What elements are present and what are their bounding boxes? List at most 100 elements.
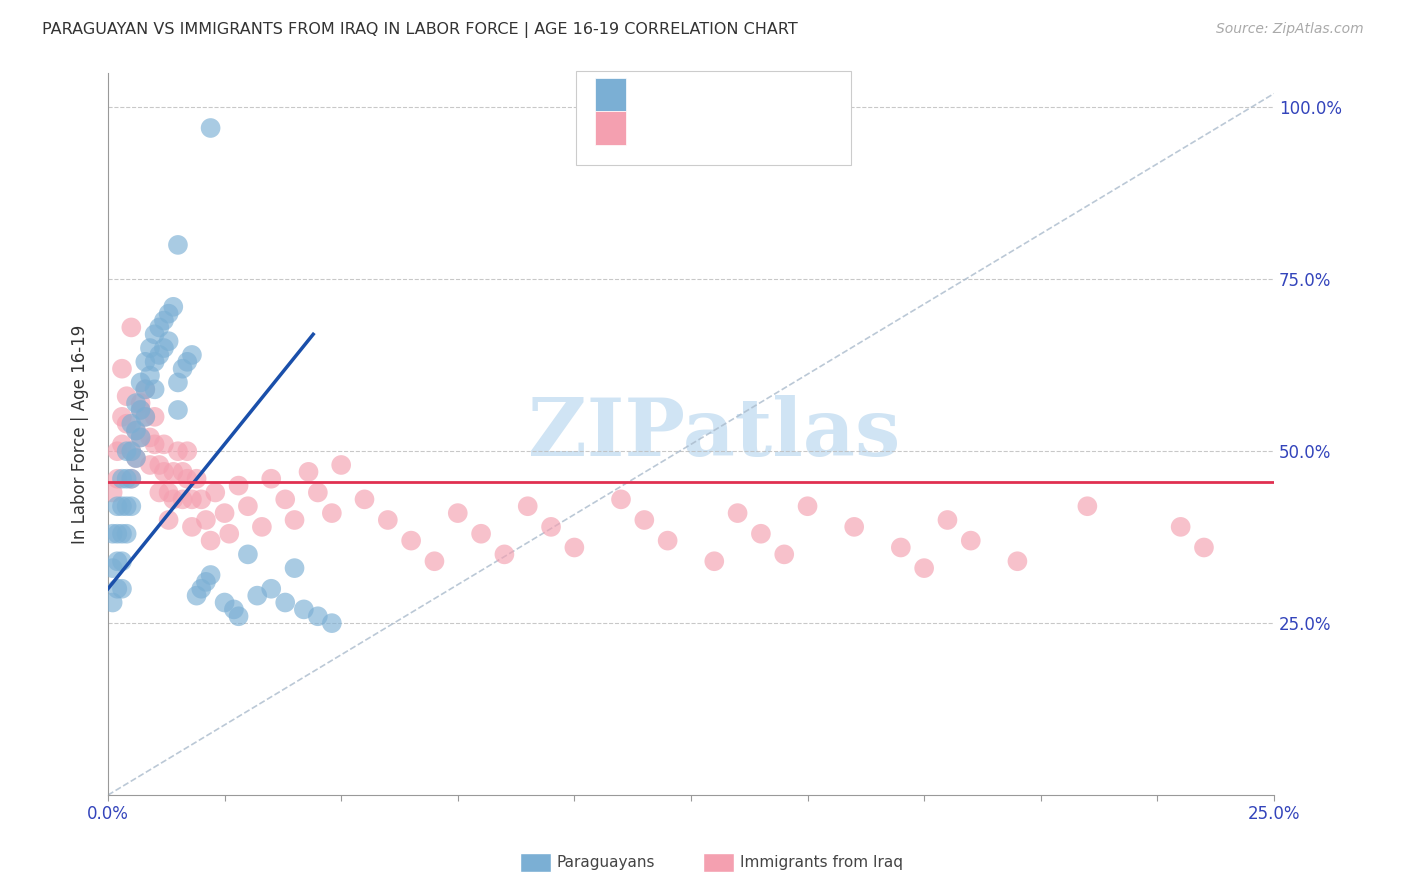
Point	[749, 526, 772, 541]
Point	[321, 616, 343, 631]
Point	[153, 341, 176, 355]
Point	[101, 485, 124, 500]
Point	[143, 355, 166, 369]
Point	[399, 533, 422, 548]
Point	[105, 582, 128, 596]
Point	[540, 520, 562, 534]
Point	[111, 437, 134, 451]
Point	[228, 478, 250, 492]
Point	[1007, 554, 1029, 568]
Point	[111, 361, 134, 376]
Point	[633, 513, 655, 527]
Point	[153, 437, 176, 451]
Point	[423, 554, 446, 568]
Point	[139, 430, 162, 444]
Point	[330, 458, 353, 472]
Point	[657, 533, 679, 548]
Point	[157, 513, 180, 527]
Point	[610, 492, 633, 507]
Point	[353, 492, 375, 507]
Point	[125, 424, 148, 438]
Point	[148, 458, 170, 472]
Point	[292, 602, 315, 616]
Point	[105, 444, 128, 458]
Point	[796, 500, 818, 514]
Point	[157, 334, 180, 348]
Point	[134, 409, 156, 424]
Point	[194, 513, 217, 527]
Point	[516, 500, 538, 514]
Point	[129, 430, 152, 444]
Point	[176, 472, 198, 486]
Point	[115, 444, 138, 458]
Point	[200, 533, 222, 548]
Point	[228, 609, 250, 624]
Point	[153, 465, 176, 479]
Point	[125, 451, 148, 466]
Point	[890, 541, 912, 555]
Point	[111, 409, 134, 424]
Point	[181, 492, 204, 507]
Point	[148, 320, 170, 334]
Point	[143, 437, 166, 451]
Point	[162, 492, 184, 507]
Point	[120, 417, 142, 431]
Point	[176, 355, 198, 369]
Point	[297, 465, 319, 479]
Point	[115, 526, 138, 541]
Point	[236, 500, 259, 514]
Point	[167, 376, 190, 390]
Point	[186, 589, 208, 603]
Point	[139, 368, 162, 383]
Point	[236, 547, 259, 561]
Point	[115, 389, 138, 403]
Point	[101, 526, 124, 541]
Point	[218, 526, 240, 541]
Point	[101, 595, 124, 609]
Point	[157, 485, 180, 500]
Point	[773, 547, 796, 561]
Point	[125, 424, 148, 438]
Point	[111, 582, 134, 596]
Point	[1170, 520, 1192, 534]
Point	[120, 500, 142, 514]
Point	[134, 382, 156, 396]
Point	[129, 430, 152, 444]
Point	[167, 238, 190, 252]
Point	[111, 472, 134, 486]
Point	[321, 506, 343, 520]
Point	[148, 485, 170, 500]
Point	[143, 409, 166, 424]
Point	[167, 403, 190, 417]
Point	[143, 382, 166, 396]
Point	[214, 595, 236, 609]
Point	[105, 526, 128, 541]
Point	[200, 120, 222, 135]
Text: Paraguayans: Paraguayans	[557, 855, 655, 870]
Point	[844, 520, 866, 534]
Point	[115, 500, 138, 514]
Point	[186, 472, 208, 486]
Point	[274, 492, 297, 507]
Point	[204, 485, 226, 500]
Point	[120, 472, 142, 486]
Point	[260, 582, 283, 596]
Point	[727, 506, 749, 520]
Point	[162, 465, 184, 479]
Point	[111, 526, 134, 541]
Point	[190, 492, 212, 507]
Y-axis label: In Labor Force | Age 16-19: In Labor Force | Age 16-19	[72, 325, 89, 543]
Point	[157, 307, 180, 321]
Point	[153, 313, 176, 327]
Point	[120, 320, 142, 334]
Text: R = -0.005   N = 81: R = -0.005 N = 81	[634, 129, 792, 145]
Point	[260, 472, 283, 486]
Point	[105, 500, 128, 514]
Point	[181, 520, 204, 534]
Point	[274, 595, 297, 609]
Point	[139, 458, 162, 472]
Point	[129, 396, 152, 410]
Text: PARAGUAYAN VS IMMIGRANTS FROM IRAQ IN LABOR FORCE | AGE 16-19 CORRELATION CHART: PARAGUAYAN VS IMMIGRANTS FROM IRAQ IN LA…	[42, 22, 799, 38]
Point	[172, 492, 194, 507]
Point	[447, 506, 470, 520]
